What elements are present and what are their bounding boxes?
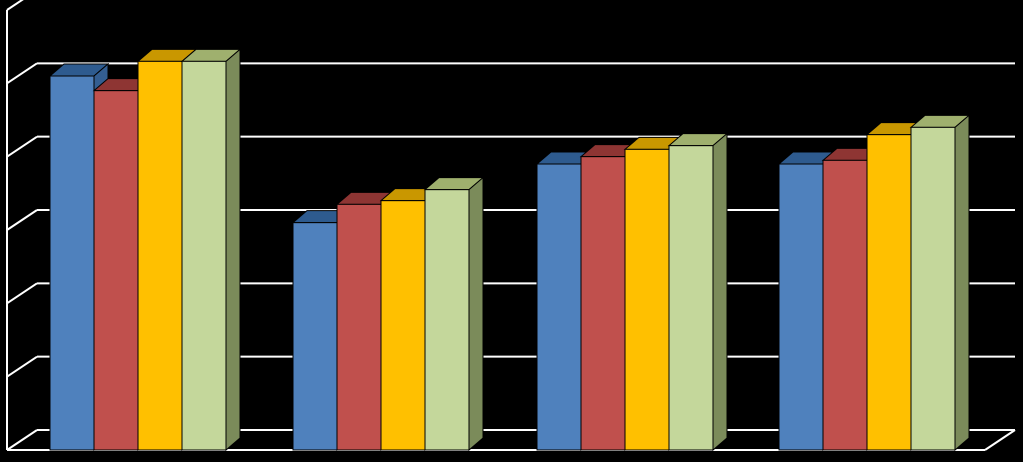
bar bbox=[866, 134, 912, 451]
bar bbox=[336, 203, 382, 451]
bar-side bbox=[712, 132, 728, 452]
bar-group bbox=[535, 132, 729, 452]
bar bbox=[292, 222, 338, 451]
bar bbox=[778, 163, 824, 451]
bar bbox=[822, 159, 868, 451]
gridline-wall bbox=[6, 355, 38, 378]
bars bbox=[48, 48, 971, 452]
gridline-wall bbox=[6, 0, 24, 11]
bar bbox=[668, 145, 714, 451]
bar bbox=[580, 156, 626, 451]
bar-side bbox=[954, 114, 970, 452]
bar bbox=[624, 148, 670, 451]
bar bbox=[181, 60, 227, 451]
gridline-wall bbox=[6, 429, 38, 451]
bar-side bbox=[225, 48, 241, 452]
bar bbox=[536, 163, 582, 451]
bar-side bbox=[468, 176, 484, 452]
gridline-wall bbox=[6, 282, 38, 305]
gridline-wall bbox=[6, 62, 38, 85]
floor-edge bbox=[984, 429, 1016, 451]
bar bbox=[49, 75, 95, 451]
bar bbox=[380, 200, 426, 451]
gridline-wall bbox=[6, 209, 38, 231]
bar-group bbox=[48, 48, 242, 452]
bar bbox=[424, 189, 470, 451]
bar-group bbox=[777, 114, 971, 452]
gridline-wall bbox=[6, 135, 38, 158]
bar-group bbox=[291, 176, 485, 452]
bar bbox=[910, 126, 956, 451]
bar bbox=[93, 90, 139, 451]
bar bbox=[137, 60, 183, 451]
